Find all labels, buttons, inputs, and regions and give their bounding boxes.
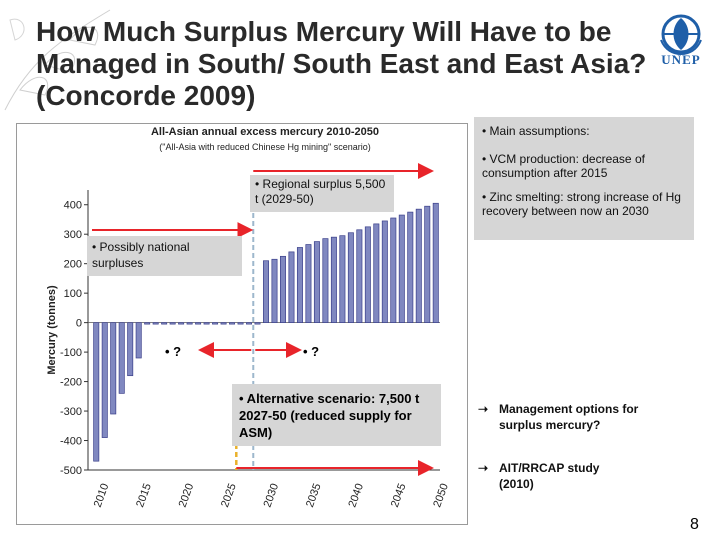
bar [246, 322, 253, 325]
bar [135, 322, 142, 359]
bar [127, 322, 134, 377]
y-tick-label: 100 [64, 288, 82, 300]
bar [93, 322, 100, 462]
arrow-bullet-icon: ➝ [478, 461, 489, 475]
bar [373, 223, 380, 323]
ait-study-item: ➝ AIT/RRCAP study (2010) [478, 460, 648, 496]
bar [322, 238, 329, 323]
y-tick-label: -300 [60, 406, 82, 418]
possibly-national-note: • Possibly national surpluses [87, 236, 242, 276]
bar [330, 236, 337, 323]
bar [220, 322, 227, 325]
bar [161, 322, 168, 325]
regional-surplus-note: • Regional surplus 5,500 t (2029-50) [250, 175, 394, 212]
bar [390, 217, 397, 323]
bar [339, 235, 346, 323]
bar [305, 244, 312, 323]
bar [398, 214, 405, 323]
chart-title: All-Asian annual excess mercury 2010-205… [150, 126, 380, 138]
bar [424, 205, 431, 323]
bar [229, 322, 236, 325]
bar [101, 322, 108, 438]
assumption-item: • Main assumptions: [482, 124, 590, 138]
x-tick-label: 2025 [219, 482, 239, 509]
management-options-text: Management options for surplus mercury? [499, 402, 639, 432]
bar [313, 241, 320, 323]
unep-logo-icon [660, 14, 702, 56]
bar [169, 322, 176, 325]
x-tick-label: 2040 [346, 482, 366, 509]
assumption-item: • VCM production: decrease of consumptio… [482, 152, 645, 180]
alternative-scenario-note: • Alternative scenario: 7,500 t 2027-50 … [232, 384, 441, 446]
bar [381, 220, 388, 323]
bar [152, 322, 159, 325]
bar [237, 322, 244, 325]
bar [347, 232, 354, 323]
y-tick-label: -200 [60, 377, 82, 389]
bar [254, 322, 261, 325]
bar [203, 322, 210, 325]
bar [364, 226, 371, 323]
y-axis-label: Mercury (tonnes) [46, 285, 58, 375]
x-tick-label: 2020 [177, 482, 197, 509]
y-tick-label: -400 [60, 436, 82, 448]
x-tick-label: 2030 [262, 482, 282, 509]
y-tick-label: -500 [60, 465, 82, 477]
assumptions-box: • Main assumptions: • VCM production: de… [474, 117, 694, 240]
x-tick-label: 2035 [304, 482, 324, 509]
bar [296, 247, 303, 323]
bar [144, 322, 151, 325]
bar [407, 211, 414, 323]
y-tick-label: 0 [76, 318, 82, 330]
question-mark-left: • ? [165, 344, 182, 359]
page-number: 8 [690, 516, 699, 533]
bar [186, 322, 193, 325]
arrow-bullet-icon: ➝ [478, 402, 489, 416]
bar [118, 322, 125, 394]
x-tick-label: 2015 [134, 482, 154, 509]
unep-logo-text: UNEP [661, 52, 701, 67]
y-tick-label: 200 [64, 259, 82, 271]
ait-study-text: AIT/RRCAP study (2010) [499, 461, 600, 491]
bar [271, 258, 278, 323]
bar [178, 322, 185, 325]
chart-subtitle: ("All-Asia with reduced Chinese Hg minin… [159, 142, 371, 152]
x-tick-label: 2010 [92, 482, 112, 509]
y-tick-label: -100 [60, 347, 82, 359]
bar [195, 322, 202, 325]
y-tick-label: 400 [64, 200, 82, 212]
bar [415, 208, 422, 323]
question-mark-right: • ? [303, 344, 320, 359]
bar [279, 255, 286, 323]
bar [212, 322, 219, 325]
bar [356, 229, 363, 323]
x-tick-label: 2045 [389, 482, 409, 509]
bar [263, 260, 269, 323]
bar [288, 251, 295, 323]
decorative-leaf-sketch [4, 9, 111, 111]
management-options-item: ➝ Management options for surplus mercury… [478, 401, 648, 451]
y-tick-label: 300 [64, 229, 82, 241]
bar [110, 322, 117, 415]
assumption-item: • Zinc smelting: strong increase of Hg r… [482, 190, 681, 218]
bar [432, 202, 439, 323]
slide-title: How Much Surplus Mercury Will Have to be… [36, 16, 647, 111]
x-tick-label: 2050 [431, 482, 451, 509]
